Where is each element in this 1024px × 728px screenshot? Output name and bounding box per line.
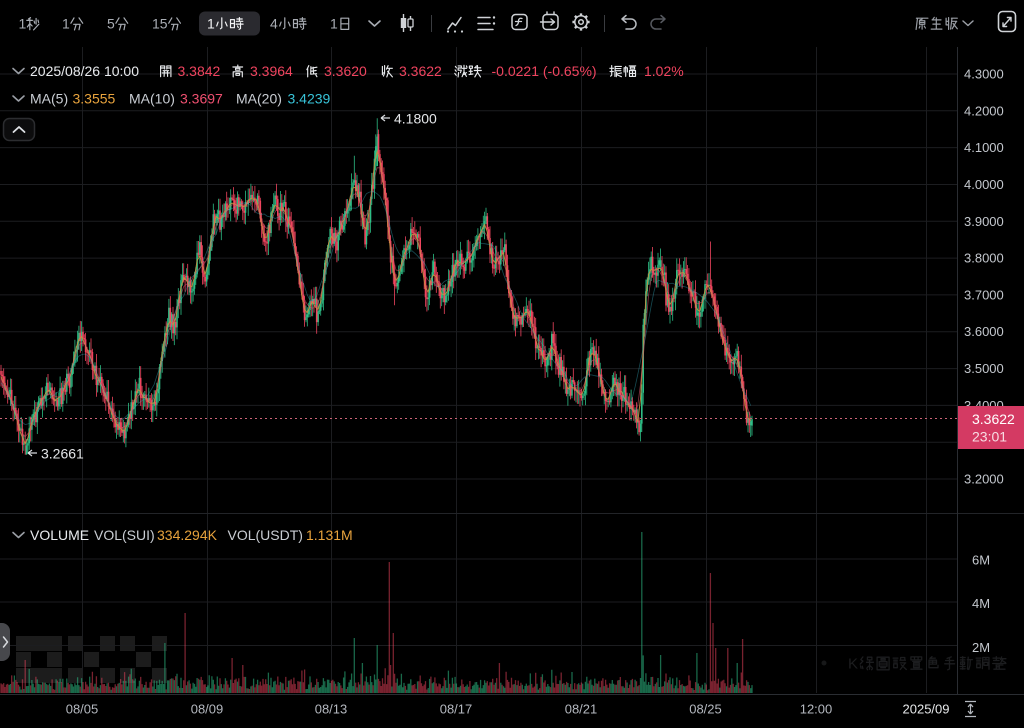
svg-text:2M: 2M [972,640,990,655]
svg-text:08/21: 08/21 [565,702,598,717]
svg-text:MA(20): MA(20) [236,91,282,107]
svg-text:334.294K: 334.294K [157,527,218,543]
svg-text:08/13: 08/13 [315,702,348,717]
svg-text:4.0000: 4.0000 [964,177,1004,192]
svg-text:3.4239: 3.4239 [288,91,331,107]
svg-text:4: 4 [270,16,278,32]
svg-text:3.3555: 3.3555 [73,91,116,107]
svg-text:3.3622: 3.3622 [399,63,442,79]
svg-text:MA(10): MA(10) [129,91,175,107]
svg-text:-0.0221 (-0.65%): -0.0221 (-0.65%) [492,63,597,79]
svg-text:3.8000: 3.8000 [964,251,1004,266]
svg-text:K: K [848,656,858,673]
svg-text:1.02%: 1.02% [644,63,684,79]
svg-text:08/09: 08/09 [191,702,224,717]
svg-text:3.2000: 3.2000 [964,472,1004,487]
svg-text:3.5000: 3.5000 [964,361,1004,376]
svg-text:5: 5 [107,16,115,32]
svg-text:6M: 6M [972,553,990,568]
svg-text:1: 1 [62,16,70,32]
svg-text:08/17: 08/17 [440,702,473,717]
svg-text:3.3622: 3.3622 [972,411,1015,427]
svg-text:4M: 4M [972,596,990,611]
svg-text:4.3000: 4.3000 [964,67,1004,82]
svg-text:4.1000: 4.1000 [964,140,1004,155]
svg-text:12:00: 12:00 [800,702,833,717]
svg-text:1.131M: 1.131M [306,527,353,543]
svg-text:3.3620: 3.3620 [324,63,367,79]
svg-text:3.7000: 3.7000 [964,287,1004,302]
svg-text:4.2000: 4.2000 [964,103,1004,118]
svg-text:3.6000: 3.6000 [964,324,1004,339]
svg-text:1: 1 [330,16,338,32]
svg-text:1: 1 [207,16,215,32]
svg-text:3.3697: 3.3697 [180,91,223,107]
svg-text:MA(5): MA(5) [30,91,68,107]
svg-text:08/25: 08/25 [689,702,722,717]
svg-text:15: 15 [152,16,168,32]
svg-text:2025/08/26 10:00: 2025/08/26 10:00 [30,63,139,79]
svg-text:23:01: 23:01 [972,429,1007,445]
svg-text:2025/09: 2025/09 [903,702,950,717]
svg-text:4.1800: 4.1800 [394,111,437,127]
svg-text:1: 1 [19,16,27,32]
svg-text:3.2661: 3.2661 [41,446,84,462]
svg-text:3.3964: 3.3964 [250,63,293,79]
svg-text:3.9000: 3.9000 [964,214,1004,229]
svg-text:08/05: 08/05 [66,702,99,717]
svg-text:VOL(SUI): VOL(SUI) [94,527,155,543]
svg-text:VOL(USDT): VOL(USDT) [228,527,303,543]
svg-text:VOLUME: VOLUME [30,527,89,543]
svg-text:3.3842: 3.3842 [178,63,221,79]
